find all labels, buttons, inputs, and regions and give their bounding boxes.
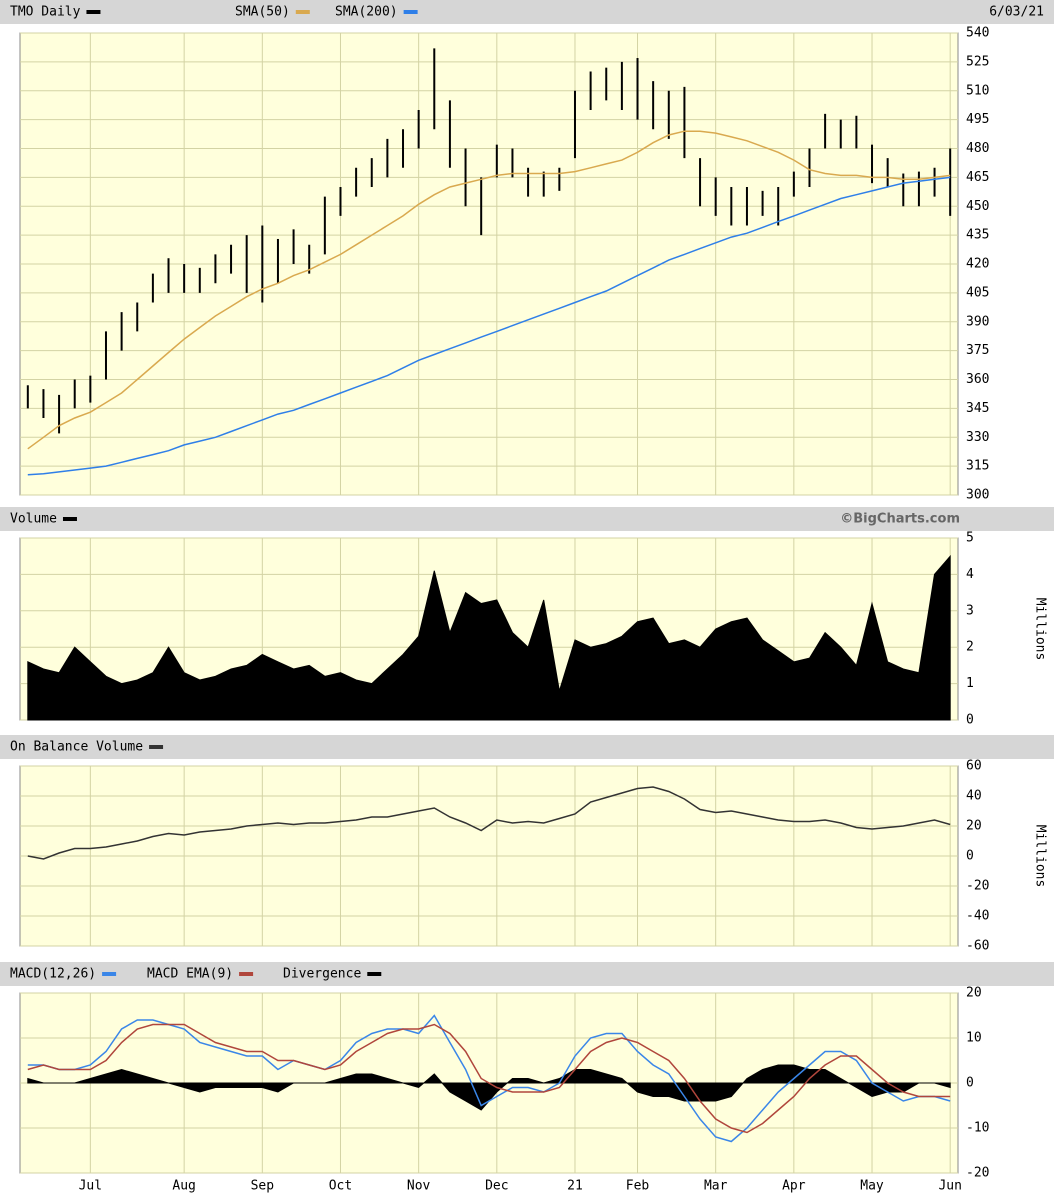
y-tick-label: 345 <box>966 401 989 416</box>
x-tick-label: Apr <box>782 1179 806 1194</box>
y-tick-label: 1 <box>966 676 974 691</box>
legend-label: Volume <box>10 512 57 527</box>
x-tick-label: Dec <box>485 1179 508 1194</box>
y-axis-label: Millions <box>1033 825 1048 888</box>
x-tick-label: Sep <box>251 1179 275 1194</box>
y-tick-label: 510 <box>966 83 989 98</box>
series-line <box>27 1014 951 1143</box>
y-tick-label: 2 <box>966 640 974 655</box>
y-tick-label: 360 <box>966 372 989 387</box>
series-area <box>27 554 951 721</box>
y-tick-label: 420 <box>966 257 989 272</box>
y-tick-label: 390 <box>966 314 989 329</box>
legend-label: On Balance Volume <box>10 740 143 755</box>
panel-header <box>0 735 1054 759</box>
y-tick-label: 60 <box>966 759 982 774</box>
y-tick-label: -20 <box>966 1166 989 1181</box>
legend-label: MACD(12,26) <box>10 967 96 982</box>
x-tick-label: Jul <box>79 1179 102 1194</box>
legend-label: SMA(50) <box>235 5 290 20</box>
y-tick-label: 0 <box>966 1076 974 1091</box>
y-tick-label: -20 <box>966 879 989 894</box>
x-tick-label: Aug <box>172 1179 195 1194</box>
series-line <box>27 130 951 450</box>
x-tick-label: May <box>860 1179 884 1194</box>
y-tick-label: 20 <box>966 986 982 1001</box>
y-tick-label: 0 <box>966 713 974 728</box>
y-tick-label: 4 <box>966 567 974 582</box>
panel-header <box>0 507 1054 531</box>
x-tick-label: Nov <box>407 1179 431 1194</box>
y-tick-label: 315 <box>966 459 989 474</box>
y-tick-label: 5 <box>966 531 974 546</box>
y-tick-label: 330 <box>966 430 989 445</box>
y-tick-label: -40 <box>966 909 989 924</box>
x-tick-label: Feb <box>626 1179 650 1194</box>
y-tick-label: 480 <box>966 141 989 156</box>
chart-date: 6/03/21 <box>989 5 1044 20</box>
y-tick-label: 540 <box>966 26 989 41</box>
legend-label: TMO Daily <box>10 5 81 20</box>
credit: ©BigCharts.com <box>840 512 960 527</box>
y-tick-label: -60 <box>966 939 989 954</box>
series-line <box>27 786 951 860</box>
y-tick-label: 435 <box>966 228 989 243</box>
y-tick-label: 375 <box>966 343 989 358</box>
y-tick-label: 20 <box>966 819 982 834</box>
x-tick-label: Mar <box>704 1179 728 1194</box>
y-tick-label: 3 <box>966 603 974 618</box>
x-tick-label: Jun <box>938 1179 961 1194</box>
x-tick-label: Oct <box>329 1179 352 1194</box>
series-line <box>27 1023 951 1134</box>
x-tick-label: 21 <box>567 1179 583 1194</box>
y-tick-label: 40 <box>966 789 982 804</box>
legend-label: MACD EMA(9) <box>147 967 233 982</box>
y-tick-label: 450 <box>966 199 989 214</box>
y-axis-label: Millions <box>1033 598 1048 661</box>
legend-label: SMA(200) <box>335 5 398 20</box>
y-tick-label: 525 <box>966 54 989 69</box>
y-tick-label: 405 <box>966 285 989 300</box>
series-line <box>27 176 951 476</box>
y-tick-label: 495 <box>966 112 989 127</box>
panel-header <box>0 962 1054 986</box>
legend-label: Divergence <box>283 967 361 982</box>
y-tick-label: 10 <box>966 1031 982 1046</box>
y-tick-label: 465 <box>966 170 989 185</box>
y-tick-label: 0 <box>966 849 974 864</box>
y-tick-label: 300 <box>966 488 989 503</box>
y-tick-label: -10 <box>966 1121 989 1136</box>
panel-header <box>0 0 1054 24</box>
